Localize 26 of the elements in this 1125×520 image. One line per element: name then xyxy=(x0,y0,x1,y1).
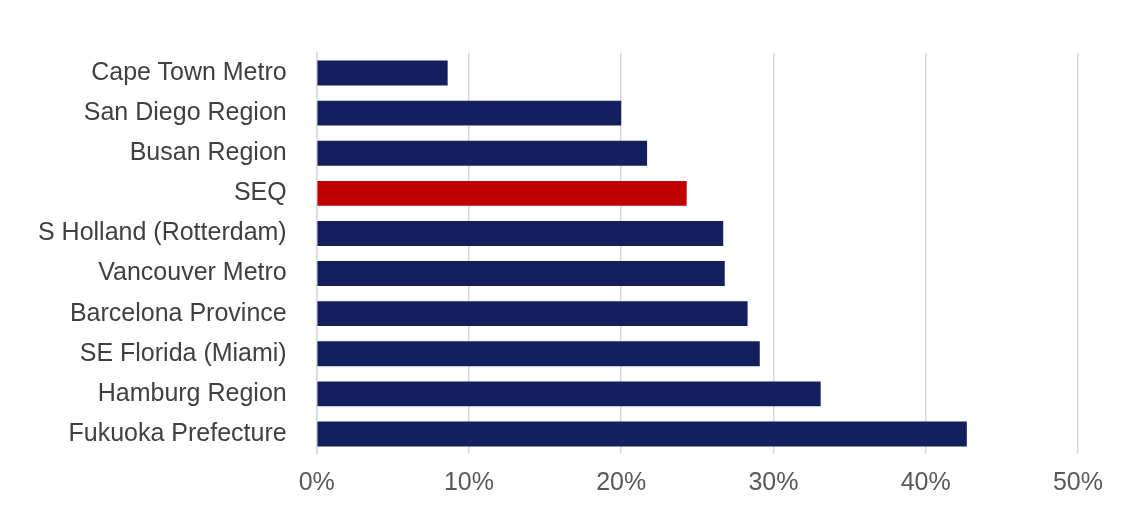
bar xyxy=(317,381,821,407)
bar xyxy=(317,60,448,86)
bar xyxy=(317,301,748,327)
y-tick-label: Vancouver Metro xyxy=(98,257,287,286)
y-tick-label: Busan Region xyxy=(129,137,287,166)
bar xyxy=(317,180,687,206)
y-tick-label: Barcelona Province xyxy=(69,297,287,326)
x-tick-label: 50% xyxy=(1052,466,1104,495)
y-tick-label: SE Florida (Miami) xyxy=(79,337,287,366)
bar xyxy=(317,421,967,447)
bar xyxy=(317,261,725,286)
y-tick-label: Fukuoka Prefecture xyxy=(68,417,287,446)
y-tick-label: SEQ xyxy=(233,177,287,206)
x-tick-label: 10% xyxy=(443,466,494,495)
x-tick-label: 0% xyxy=(298,466,335,495)
y-tick-label: Cape Town Metro xyxy=(91,56,287,85)
x-tick-label: 20% xyxy=(596,466,647,495)
bar xyxy=(317,221,724,246)
bar xyxy=(317,140,648,166)
x-tick-label: 30% xyxy=(748,466,799,495)
bar xyxy=(317,100,622,126)
y-tick-label: Hamburg Region xyxy=(97,377,287,406)
bar xyxy=(317,341,760,367)
x-tick-label: 40% xyxy=(900,466,951,495)
y-tick-label: S Holland (Rotterdam) xyxy=(37,217,287,246)
y-tick-label: San Diego Region xyxy=(83,97,287,126)
